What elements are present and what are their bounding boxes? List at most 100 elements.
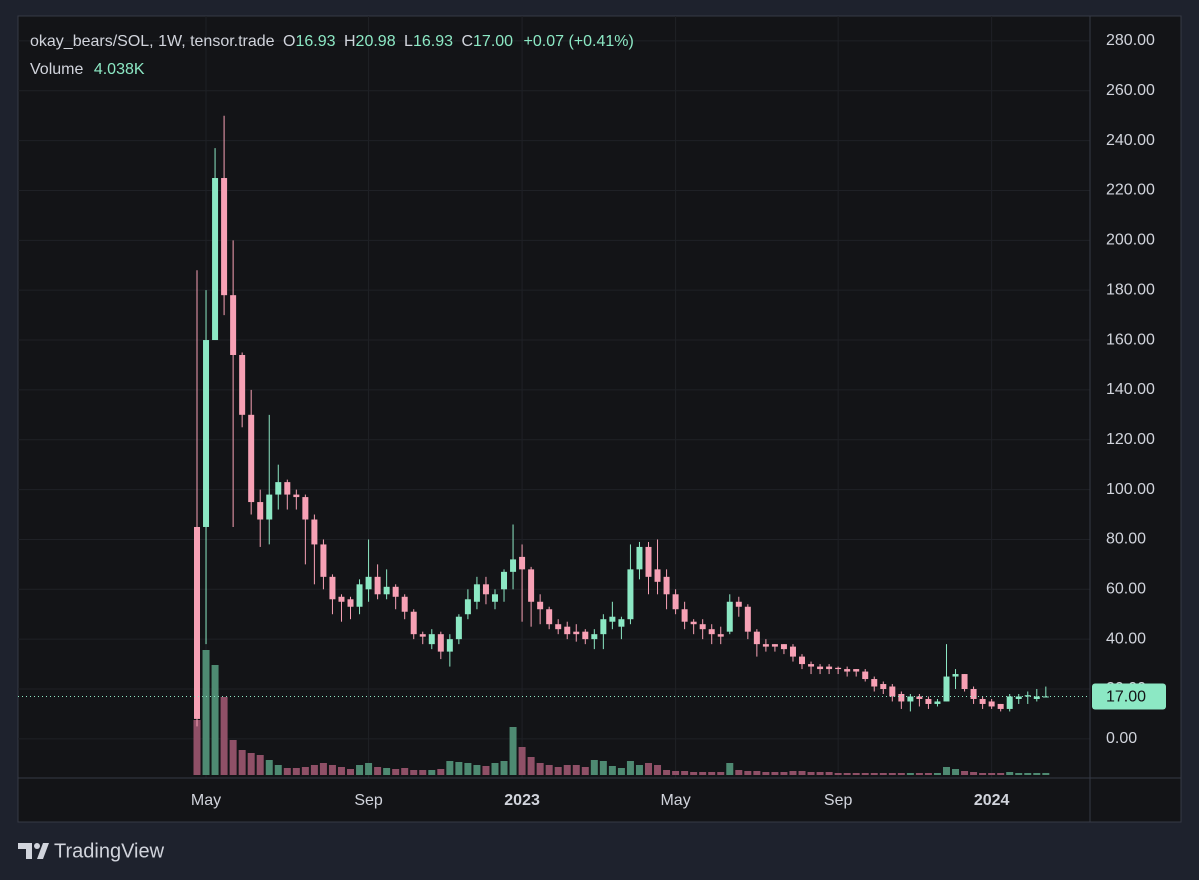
candle-body: [889, 686, 896, 697]
y-tick-label: 180.00: [1106, 281, 1155, 298]
candle-body: [221, 178, 228, 296]
volume-bar: [970, 772, 978, 775]
candle-body: [789, 646, 796, 657]
candle-body: [537, 601, 544, 610]
candle-body: [708, 629, 715, 635]
candle-body: [428, 634, 435, 645]
candle-body: [437, 634, 444, 652]
candle-body: [1033, 696, 1040, 699]
candle-body: [284, 482, 291, 495]
volume-bar: [473, 765, 481, 775]
volume-bar: [635, 765, 643, 775]
x-tick-label: Sep: [824, 792, 853, 809]
volume-legend: Volume 4.038K: [30, 61, 145, 78]
candle-body: [898, 693, 905, 702]
candle-body: [194, 526, 200, 719]
candle-body: [203, 340, 210, 527]
o-key: O: [283, 33, 295, 50]
volume-bar: [735, 770, 743, 775]
volume-bar: [789, 771, 797, 775]
candle-body: [681, 609, 688, 622]
volume-pane: [193, 650, 1050, 775]
volume-bar: [401, 768, 409, 775]
volume-bar: [852, 773, 860, 775]
brand-logo: TradingView: [18, 840, 165, 862]
candle-body: [871, 679, 878, 687]
volume-bar: [247, 753, 255, 775]
volume-bar: [536, 763, 544, 775]
l-value: 16.93: [413, 33, 453, 50]
volume-bar: [563, 765, 571, 775]
candle-body: [266, 494, 273, 520]
volume-bar: [915, 773, 923, 775]
candle-body: [726, 601, 733, 632]
candle-body: [519, 556, 526, 570]
volume-bar: [708, 772, 716, 775]
candle-body: [528, 569, 535, 602]
candle-body: [1024, 695, 1031, 697]
legend: okay_bears/SOL, 1W, tensor.trade O16.93 …: [30, 33, 634, 50]
y-tick-label: 140.00: [1106, 381, 1155, 398]
candle-body: [356, 584, 363, 607]
x-tick-label: 2024: [974, 792, 1010, 809]
volume-bar: [383, 768, 391, 775]
volume-bar: [1006, 772, 1014, 775]
candle-body: [753, 631, 760, 645]
candle-body: [1042, 696, 1049, 698]
candle-body: [645, 546, 652, 577]
candle-body: [853, 669, 860, 672]
y-tick-label: 200.00: [1106, 232, 1155, 249]
volume-bar: [581, 767, 589, 775]
candle-body: [338, 596, 345, 602]
volume-bar: [825, 772, 833, 775]
volume-bar: [428, 770, 436, 775]
volume-bar: [726, 763, 734, 775]
candle-body: [880, 684, 887, 690]
volume-bar: [961, 771, 969, 775]
volume-bar: [645, 763, 652, 775]
candle-body: [311, 519, 318, 545]
candle-body: [555, 624, 562, 630]
last-price-box: [1092, 683, 1166, 710]
candle-body: [491, 594, 498, 602]
volume-bar: [807, 772, 815, 775]
volume-bar: [1042, 772, 1050, 775]
volume-bar: [942, 767, 950, 775]
candle-body: [979, 698, 986, 704]
candle-body: [473, 584, 480, 602]
y-tick-label: 40.00: [1106, 630, 1146, 647]
volume-bar: [572, 765, 580, 775]
volume-bar: [238, 750, 246, 775]
change: +0.07 (+0.41%): [524, 33, 634, 50]
volume-bar: [771, 772, 779, 775]
o-value: 16.93: [295, 33, 335, 50]
y-tick-label: 280.00: [1106, 32, 1155, 49]
volume-bar: [599, 761, 607, 775]
candle-body: [1015, 696, 1022, 699]
volume-bar: [527, 757, 535, 775]
candles: [194, 115, 1049, 727]
volume-bar: [337, 767, 345, 775]
candle-body: [663, 576, 670, 595]
volume-bar: [347, 769, 355, 775]
volume-bar: [464, 763, 472, 775]
candle-body: [455, 616, 462, 640]
volume-value: 4.038K: [94, 61, 145, 78]
volume-bar: [690, 772, 698, 775]
volume-bar: [816, 772, 824, 775]
volume-bar: [274, 765, 282, 775]
volume-bar: [220, 697, 228, 775]
y-tick-label: 160.00: [1106, 331, 1155, 348]
volume-bar: [545, 765, 553, 775]
x-tick-label: Sep: [354, 792, 383, 809]
y-tick-label: 60.00: [1106, 581, 1146, 598]
candle-body: [239, 354, 246, 415]
volume-bar: [997, 773, 1005, 775]
volume-key: Volume: [30, 61, 83, 78]
volume-bar: [879, 773, 887, 775]
volume-bar: [202, 650, 210, 775]
candle-body: [907, 696, 914, 702]
candle-body: [997, 703, 1004, 709]
x-tick-label: May: [191, 792, 221, 809]
